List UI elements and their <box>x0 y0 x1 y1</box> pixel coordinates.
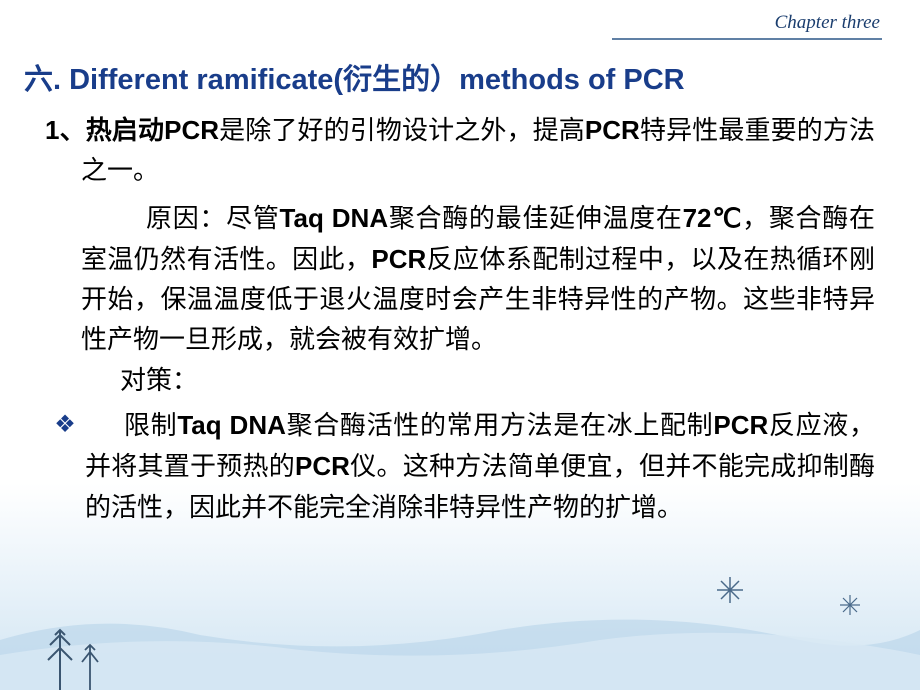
slide-content: 1、热启动PCR是除了好的引物设计之外，提高PCR特异性最重要的方法之一。 原因… <box>45 110 875 528</box>
point-1-bold-mid: PCR <box>585 115 640 145</box>
diamond-bullet-icon: ❖ <box>45 405 85 528</box>
reason-t1: 尽管 <box>226 204 279 233</box>
bullet-b2: PCR <box>713 410 768 440</box>
bullet-b3: PCR <box>295 451 350 481</box>
reason-b1: Taq DNA <box>280 203 389 233</box>
point-1-label: 1、 <box>45 115 86 145</box>
chapter-underline <box>612 38 882 40</box>
bullet-t2: 聚合酶活性的常用方法是在冰上配制 <box>286 411 713 440</box>
strategy-label-row: 对策： <box>45 361 875 401</box>
reason-b2: 72℃ <box>683 203 743 233</box>
strategy-label: 对策： <box>120 366 198 395</box>
chapter-label: Chapter three <box>775 12 880 34</box>
bullet-t1: 限制 <box>124 411 177 440</box>
point-1: 1、热启动PCR是除了好的引物设计之外，提高PCR特异性最重要的方法之一。 <box>45 110 875 192</box>
reason-paragraph: 原因：尽管Taq DNA聚合酶的最佳延伸温度在72℃，聚合酶在室温仍然有活性。因… <box>45 198 875 361</box>
winter-decoration <box>0 570 920 690</box>
point-1-rest: 是除了好的引物设计之外，提高 <box>219 116 585 145</box>
reason-t2: 聚合酶的最佳延伸温度在 <box>388 204 682 233</box>
slide-title: 六. Different ramificate(衍生的）methods of P… <box>24 56 685 98</box>
bullet-b1: Taq DNA <box>177 410 286 440</box>
reason-label: 原因： <box>146 204 226 233</box>
bullet-1-row: ❖ 限制Taq DNA聚合酶活性的常用方法是在冰上配制PCR反应液，并将其置于预… <box>45 405 875 528</box>
bullet-1-text: 限制Taq DNA聚合酶活性的常用方法是在冰上配制PCR反应液，并将其置于预热的… <box>85 405 875 528</box>
point-1-bold-start: 热启动PCR <box>86 115 219 145</box>
reason-b3: PCR <box>371 244 426 274</box>
